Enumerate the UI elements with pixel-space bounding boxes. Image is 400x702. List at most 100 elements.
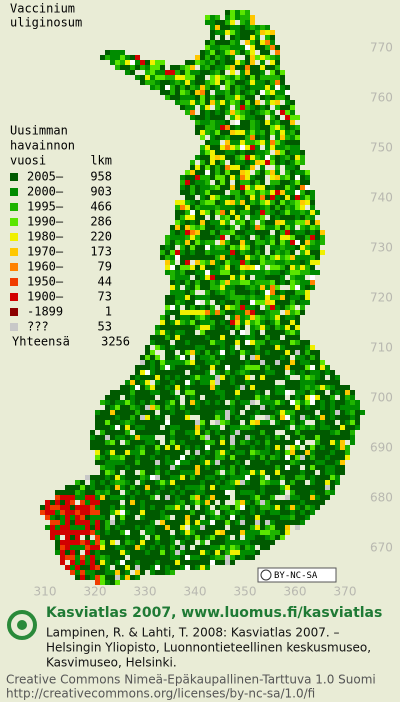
cell — [255, 395, 260, 400]
cell — [270, 395, 275, 400]
cell — [210, 70, 215, 75]
site[interactable]: Kasviatlas 2007, www.luomus.fi/kasviatla… — [46, 605, 382, 621]
cell — [245, 210, 250, 215]
cell — [210, 15, 215, 20]
cell — [225, 155, 230, 160]
cell — [180, 65, 185, 70]
cell — [190, 420, 195, 425]
cell — [50, 525, 55, 530]
cell — [135, 60, 140, 65]
cell — [215, 140, 220, 145]
cell — [160, 320, 165, 325]
cell — [130, 575, 135, 580]
license-badge[interactable]: BY-NC-SA — [257, 567, 337, 583]
cell — [255, 120, 260, 125]
cell — [295, 125, 300, 130]
cell — [290, 130, 295, 135]
cell — [300, 245, 305, 250]
cell — [235, 450, 240, 455]
cell — [205, 100, 210, 105]
cell — [115, 530, 120, 535]
cell — [305, 400, 310, 405]
cell — [265, 255, 270, 260]
cell — [325, 480, 330, 485]
cell — [315, 480, 320, 485]
cell — [320, 480, 325, 485]
cell — [110, 415, 115, 420]
cell — [125, 570, 130, 575]
cell — [205, 265, 210, 270]
cell — [295, 155, 300, 160]
cell — [340, 455, 345, 460]
cell — [200, 170, 205, 175]
cell — [185, 475, 190, 480]
cell — [195, 165, 200, 170]
cell — [175, 435, 180, 440]
cell — [280, 190, 285, 195]
cell — [195, 405, 200, 410]
cell — [85, 555, 90, 560]
cell — [290, 140, 295, 145]
cell — [45, 500, 50, 505]
cell — [180, 465, 185, 470]
cell — [165, 340, 170, 345]
cell — [235, 185, 240, 190]
cell — [95, 575, 100, 580]
cell — [195, 305, 200, 310]
cell — [270, 220, 275, 225]
cell — [295, 430, 300, 435]
cell — [195, 300, 200, 305]
cell — [240, 145, 245, 150]
cell — [235, 360, 240, 365]
cell — [205, 20, 210, 25]
cell — [320, 500, 325, 505]
cell — [175, 520, 180, 525]
license[interactable]: http://creativecommons.org/licenses/by-n… — [6, 687, 315, 701]
cell — [155, 75, 160, 80]
cell — [240, 325, 245, 330]
cell — [225, 430, 230, 435]
cell — [150, 550, 155, 555]
cell — [330, 400, 335, 405]
cell — [225, 265, 230, 270]
cell — [225, 195, 230, 200]
cell — [200, 315, 205, 320]
cell — [145, 375, 150, 380]
cell — [265, 395, 270, 400]
cell — [100, 465, 105, 470]
cell — [145, 500, 150, 505]
cell — [70, 570, 75, 575]
cell — [355, 415, 360, 420]
cell — [120, 505, 125, 510]
cell — [285, 255, 290, 260]
cell — [290, 330, 295, 335]
cell — [180, 365, 185, 370]
cell — [55, 505, 60, 510]
cell — [240, 285, 245, 290]
cell — [270, 140, 275, 145]
cell — [180, 560, 185, 565]
cell — [250, 360, 255, 365]
cell — [225, 405, 230, 410]
cell — [230, 140, 235, 145]
cell — [185, 425, 190, 430]
cell — [180, 565, 185, 570]
legend-label: 1980– — [27, 230, 64, 244]
cell — [200, 245, 205, 250]
cell — [205, 440, 210, 445]
cell — [250, 300, 255, 305]
cell — [180, 250, 185, 255]
cell — [200, 390, 205, 395]
cell — [280, 345, 285, 350]
cell — [225, 120, 230, 125]
cell — [250, 335, 255, 340]
cell — [210, 445, 215, 450]
cell — [260, 450, 265, 455]
cell — [50, 530, 55, 535]
cell — [90, 435, 95, 440]
cell — [180, 555, 185, 560]
cell — [310, 215, 315, 220]
citation: Helsingin Yliopisto, Luonnontieteellinen… — [46, 641, 371, 655]
cell — [150, 355, 155, 360]
cell — [200, 330, 205, 335]
